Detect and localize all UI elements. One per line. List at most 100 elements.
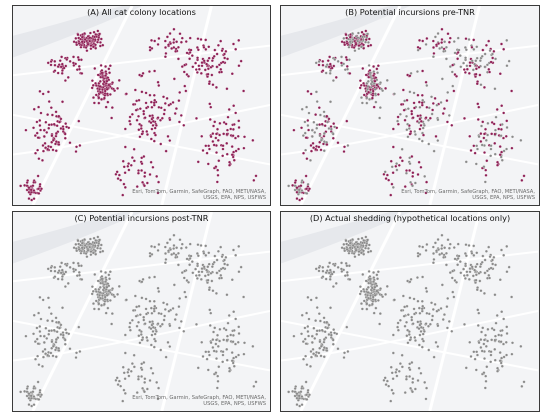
colony-point [360, 101, 364, 105]
colony-point [234, 317, 238, 321]
colony-point [190, 54, 194, 58]
colony-point [214, 136, 218, 140]
colony-point [416, 254, 420, 258]
colony-point [54, 316, 58, 320]
colony-point [476, 353, 479, 357]
colony-point [175, 246, 179, 250]
colony-point [123, 377, 127, 381]
colony-point [366, 246, 370, 250]
colony-point [475, 251, 479, 255]
colony-point [154, 133, 157, 137]
colony-point [371, 295, 375, 299]
colony-point [480, 143, 484, 147]
colony-point [29, 188, 33, 192]
colony-point [345, 270, 349, 274]
colony-point [51, 344, 55, 348]
colony-point [379, 81, 382, 85]
colony-point [431, 261, 435, 265]
colony-point [321, 59, 325, 63]
colony-point [79, 58, 83, 62]
colony-point [34, 151, 37, 155]
colony-point [47, 126, 51, 130]
colony-point [430, 95, 433, 99]
colony-point [99, 281, 103, 285]
colony-point [325, 143, 329, 146]
colony-point [32, 126, 36, 130]
colony-point [104, 311, 108, 315]
colony-point [158, 324, 162, 328]
colony-point [313, 336, 317, 340]
colony-point [159, 106, 163, 110]
colony-point [328, 268, 332, 272]
colony-point [384, 177, 388, 181]
colony-point [207, 288, 211, 292]
colony-point [305, 187, 309, 191]
colony-point [344, 55, 348, 59]
colony-point [174, 255, 178, 259]
colony-point [251, 138, 255, 142]
colony-point [409, 336, 413, 339]
colony-point [138, 122, 142, 126]
attribution-line-1: Esri, TomTom, Garmin, SafeGraph, FAO, ME… [132, 394, 266, 401]
colony-point [144, 91, 148, 95]
colony-point [345, 36, 349, 40]
colony-point [177, 326, 181, 330]
colony-point [434, 134, 438, 138]
colony-point [45, 130, 49, 134]
colony-point [298, 404, 302, 408]
colony-point [345, 247, 349, 251]
colony-point [498, 72, 502, 76]
colony-point [334, 75, 338, 79]
colony-point [303, 326, 307, 330]
colony-points-layer [287, 233, 526, 408]
colony-point [148, 379, 152, 382]
colony-point [194, 61, 198, 65]
colony-point [152, 101, 156, 105]
colony-point [102, 286, 106, 290]
colony-point [421, 69, 425, 73]
colony-point [475, 262, 479, 266]
colony-point [142, 112, 146, 116]
colony-point [205, 268, 209, 272]
colony-point [213, 120, 217, 124]
colony-point [493, 128, 497, 132]
colony-point [204, 144, 208, 148]
colony-point [49, 269, 53, 273]
colony-point [329, 306, 332, 310]
colony-point [237, 332, 241, 335]
colony-point [201, 354, 205, 358]
colony-point [427, 106, 431, 110]
colony-point [493, 358, 497, 362]
colony-point [220, 276, 224, 280]
colony-point [490, 326, 494, 330]
colony-point [59, 65, 63, 69]
colony-point [153, 275, 157, 279]
colony-point [309, 364, 312, 368]
colony-point [329, 125, 333, 129]
colony-point [385, 284, 389, 288]
colony-point [424, 116, 428, 120]
colony-point [163, 108, 167, 112]
colony-point [232, 248, 235, 252]
colony-point [488, 70, 492, 74]
colony-point [54, 131, 58, 135]
colony-point [179, 40, 183, 44]
colony-point [410, 109, 414, 113]
colony-point [32, 107, 36, 111]
colony-point [348, 241, 352, 245]
colony-point [305, 311, 309, 315]
colony-point [152, 299, 156, 303]
colony-point [373, 293, 377, 297]
colony-point [317, 145, 321, 149]
colony-point [411, 390, 414, 394]
colony-point [32, 395, 36, 399]
colony-point [500, 310, 504, 314]
colony-point [408, 162, 412, 166]
colony-point [191, 271, 195, 275]
colony-point [317, 269, 321, 273]
colony-point [405, 334, 409, 338]
colony-point [477, 105, 481, 109]
colony-point [141, 277, 145, 281]
colony-point [36, 136, 40, 140]
colony-point [342, 36, 346, 40]
